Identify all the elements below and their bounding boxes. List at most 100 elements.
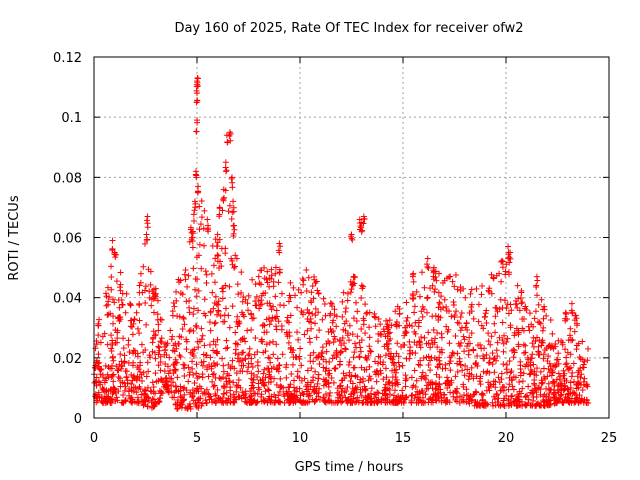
data-point <box>473 373 480 380</box>
data-point <box>517 295 524 302</box>
data-point <box>323 365 330 372</box>
data-point <box>232 329 239 336</box>
data-point <box>343 372 350 379</box>
data-point <box>350 364 357 371</box>
data-point <box>312 279 319 286</box>
data-point <box>195 188 202 195</box>
data-point <box>145 394 152 401</box>
data-point <box>532 402 539 409</box>
data-point <box>262 374 269 381</box>
data-point <box>103 375 110 382</box>
data-point <box>478 291 485 298</box>
data-point <box>158 376 165 383</box>
data-point <box>233 255 240 262</box>
data-point <box>108 348 115 355</box>
data-point <box>122 368 129 375</box>
axis-ticks: 0 5 10 15 20 25 0 0.02 0.04 0.06 0.08 0.1 0.12 <box>53 51 617 446</box>
data-point <box>272 394 279 401</box>
data-point <box>190 218 197 225</box>
data-point <box>223 337 230 344</box>
data-point <box>285 319 292 326</box>
data-point <box>110 313 117 320</box>
data-point <box>468 286 475 293</box>
data-point <box>368 385 375 392</box>
data-point <box>127 395 134 402</box>
data-point <box>462 294 469 301</box>
data-point <box>191 380 198 387</box>
data-point <box>287 294 294 301</box>
data-point <box>583 382 590 389</box>
data-point <box>402 383 409 390</box>
data-point <box>382 352 389 359</box>
data-point <box>411 367 418 374</box>
data-point <box>152 331 159 338</box>
data-point <box>208 363 215 370</box>
data-point <box>434 364 441 371</box>
data-point <box>287 312 294 319</box>
data-point <box>577 374 584 381</box>
data-point <box>374 368 381 375</box>
data-point <box>530 334 537 341</box>
data-point <box>424 255 431 262</box>
y-tick-label: 0.1 <box>61 111 82 126</box>
data-point <box>191 207 198 214</box>
data-point <box>108 286 115 293</box>
data-point <box>538 379 545 386</box>
data-point <box>136 302 143 309</box>
data-points <box>91 75 592 412</box>
data-point <box>540 398 547 405</box>
data-point <box>163 374 170 381</box>
data-point <box>241 313 247 320</box>
data-point <box>374 389 381 396</box>
data-point <box>252 390 259 397</box>
data-point <box>145 397 152 404</box>
data-point <box>109 340 116 347</box>
data-point <box>105 374 112 381</box>
data-point <box>157 390 164 397</box>
data-point <box>425 362 432 369</box>
data-point <box>453 308 460 315</box>
data-point <box>423 340 430 347</box>
data-point <box>300 281 307 288</box>
data-point <box>433 371 440 378</box>
data-point <box>531 380 538 387</box>
data-point <box>450 393 457 400</box>
data-point <box>465 351 472 358</box>
data-point <box>557 382 564 389</box>
data-point <box>540 365 547 372</box>
data-point <box>578 397 585 404</box>
data-point <box>215 252 222 259</box>
data-point <box>163 351 170 358</box>
data-point <box>203 271 210 278</box>
data-point <box>327 389 334 396</box>
data-point <box>541 373 548 380</box>
data-point <box>99 372 106 379</box>
data-point <box>147 281 154 288</box>
data-point <box>289 361 296 368</box>
data-point <box>541 391 548 398</box>
data-point <box>500 402 507 409</box>
data-point <box>194 374 201 381</box>
data-point <box>389 380 396 387</box>
data-point <box>235 291 242 298</box>
data-point <box>357 376 364 383</box>
data-point <box>258 301 265 308</box>
data-point <box>189 365 196 372</box>
data-point <box>274 355 281 362</box>
data-point <box>482 400 489 407</box>
data-point <box>435 289 442 296</box>
grid-lines <box>94 57 609 418</box>
data-point <box>194 119 201 126</box>
data-point <box>168 336 175 343</box>
data-point <box>498 376 505 383</box>
data-point <box>568 395 575 402</box>
data-point <box>275 279 282 286</box>
data-point <box>119 301 126 308</box>
data-point <box>152 285 159 292</box>
data-point <box>423 261 430 268</box>
data-point <box>309 310 316 317</box>
data-point <box>354 308 361 315</box>
data-point <box>354 333 361 340</box>
data-point <box>391 360 398 367</box>
x-tick-label: 15 <box>395 431 412 446</box>
